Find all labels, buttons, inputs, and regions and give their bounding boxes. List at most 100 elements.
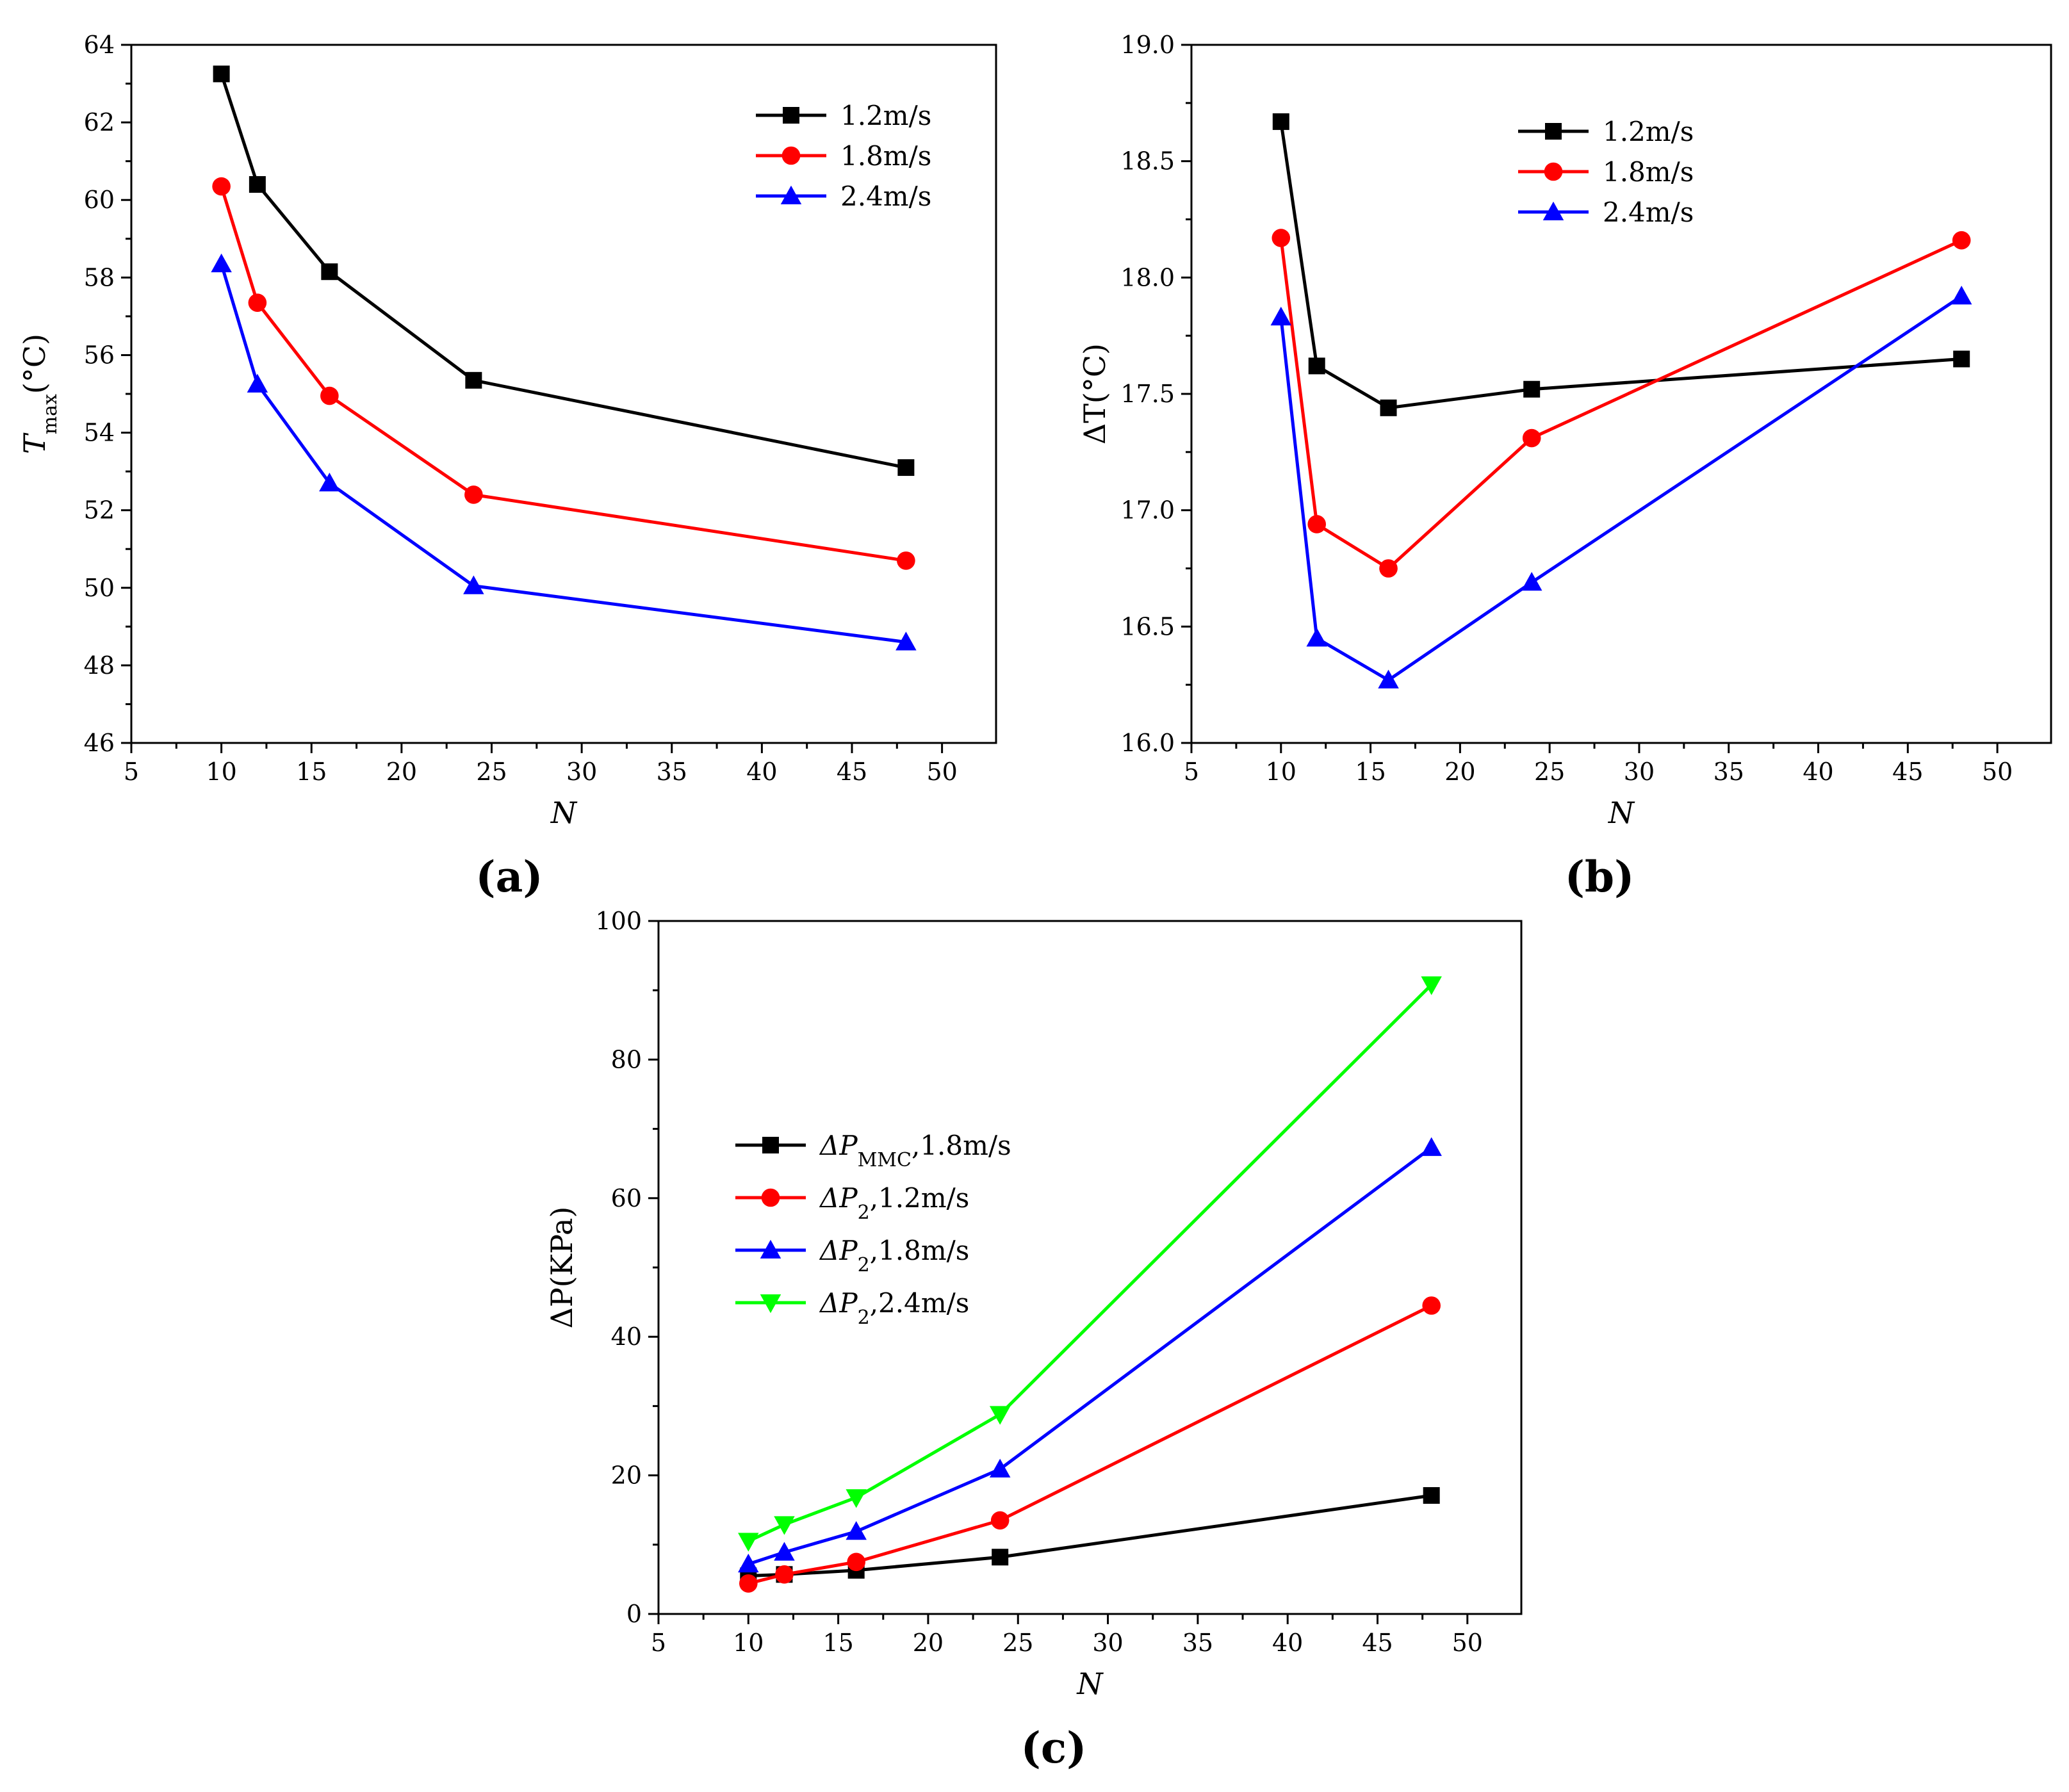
- legend-marker: [1542, 201, 1564, 220]
- data-point: [320, 386, 339, 405]
- y-tick-label: 62: [84, 108, 115, 136]
- legend-label-sub: 2: [858, 1307, 870, 1329]
- panel-label: (c): [1021, 1723, 1087, 1773]
- y-tick-label: 19.0: [1120, 31, 1175, 59]
- data-point: [1421, 976, 1442, 995]
- x-tick-label: 50: [926, 758, 957, 786]
- y-tick-label: 18.5: [1120, 147, 1175, 175]
- x-tick-label: 20: [1444, 758, 1475, 786]
- data-point: [1523, 380, 1541, 398]
- x-tick-label: 35: [1182, 1629, 1213, 1657]
- panel-a-chart: 5 10 15 20 25 30 35 40 45 50 46 48 50 52 54 56 58 60 62 64 N…: [17, 31, 997, 902]
- x-tick-label: 15: [1355, 758, 1386, 786]
- y-tick-label: 16.5: [1120, 612, 1175, 640]
- data-point: [738, 1553, 759, 1573]
- y-axis-label: Tmax(°C): [17, 334, 61, 454]
- y-tick-label: 17.5: [1120, 380, 1175, 408]
- data-point: [1307, 515, 1327, 534]
- data-point: [464, 485, 483, 504]
- data-point: [1950, 286, 1972, 305]
- data-point: [1306, 628, 1327, 647]
- data-point: [213, 65, 230, 83]
- y-tick-label: 58: [84, 263, 115, 291]
- legend-label-rest: ,1.8m/s: [870, 1235, 970, 1266]
- y-tick-label: 0: [626, 1600, 642, 1628]
- y-tick-label: 56: [84, 341, 115, 369]
- data-point: [897, 551, 915, 570]
- y-axis-label: ΔT(°C): [1077, 343, 1112, 444]
- panel-label: (a): [475, 852, 543, 902]
- x-axis-label: N: [550, 795, 578, 830]
- y-tick-label: 48: [84, 651, 115, 680]
- legend-marker: [1544, 162, 1563, 181]
- data-point: [992, 1549, 1009, 1566]
- legend-label: 2.4m/s: [1603, 197, 1694, 228]
- data-point: [738, 1533, 759, 1552]
- x-tick-label: 30: [566, 758, 597, 786]
- x-tick-label: 5: [1184, 758, 1199, 786]
- series-line-2: [220, 186, 906, 562]
- data-point: [847, 1552, 865, 1572]
- legend-marker: [781, 146, 801, 165]
- legend-label: 1.2m/s: [1603, 116, 1694, 147]
- data-point: [897, 459, 915, 477]
- legend-label: ΔP2,1.8m/s: [819, 1235, 969, 1276]
- legend-marker: [780, 185, 802, 204]
- data-point: [846, 1489, 867, 1508]
- data-point: [774, 1516, 795, 1535]
- panel-b-chart: 5 10 15 20 25 30 35 40 45 50 16.0 16.5 17.0 17.5 18.0 1…: [1077, 31, 2052, 902]
- legend-marker: [762, 1137, 779, 1153]
- data-point: [846, 1520, 867, 1540]
- panel-label: (b): [1565, 852, 1635, 902]
- data-point: [1953, 350, 1970, 368]
- data-point: [1422, 1296, 1441, 1315]
- x-tick-label: 10: [206, 758, 236, 786]
- data-point: [1270, 306, 1292, 326]
- y-tick-label: 54: [84, 419, 115, 447]
- x-tick-label: 10: [1266, 758, 1296, 786]
- data-point: [247, 373, 268, 393]
- x-axis-label: N: [1076, 1666, 1104, 1701]
- legend-label-sub: 2: [858, 1201, 870, 1224]
- y-tick-label: 80: [611, 1045, 642, 1073]
- data-point: [990, 1511, 1010, 1530]
- y-tick-label: 100: [595, 907, 642, 935]
- y-tick-label: 52: [84, 496, 115, 525]
- x-tick-label: 5: [124, 758, 139, 786]
- data-point: [1272, 113, 1289, 130]
- y-tick-label: 40: [611, 1323, 642, 1351]
- data-point: [249, 176, 266, 193]
- data-point: [775, 1565, 794, 1584]
- legend-label-main: ΔP: [819, 1130, 858, 1161]
- legend-label: ΔPMMC,1.8m/s: [819, 1130, 1011, 1171]
- x-tick-label: 30: [1092, 1629, 1123, 1657]
- legend-marker: [760, 1294, 781, 1314]
- x-tick-label: 45: [1362, 1629, 1393, 1657]
- data-point: [989, 1458, 1011, 1478]
- x-tick-label: 40: [1803, 758, 1833, 786]
- data-point: [774, 1542, 795, 1561]
- data-point: [321, 263, 338, 281]
- legend-label: 1.8m/s: [1603, 156, 1694, 188]
- x-tick-label: 10: [733, 1629, 764, 1657]
- x-tick-label: 45: [1892, 758, 1923, 786]
- legend-label-main: ΔP: [819, 1287, 858, 1319]
- x-tick-label: 20: [386, 758, 417, 786]
- legend-label-rest: ,1.2m/s: [870, 1182, 970, 1214]
- x-tick-label: 15: [822, 1629, 853, 1657]
- y-tick-label: 20: [611, 1462, 642, 1490]
- legend-label: 1.2m/s: [840, 100, 931, 131]
- y-axis-label-main: T: [17, 432, 52, 454]
- legend-label: 2.4m/s: [840, 181, 931, 212]
- x-axis-label: N: [1608, 795, 1635, 830]
- data-point: [895, 631, 917, 651]
- y-axis-label-sub: max: [39, 394, 61, 434]
- legend-label-rest: ,1.8m/s: [912, 1130, 1011, 1161]
- y-axis-label: ΔP(KPa): [544, 1207, 579, 1329]
- data-point: [1379, 559, 1398, 578]
- legend-label: ΔP2,1.2m/s: [819, 1182, 969, 1224]
- data-point: [465, 371, 482, 389]
- x-tick-label: 35: [657, 758, 687, 786]
- y-axis-label-unit: (°C): [17, 334, 52, 394]
- legend-label-rest: ,2.4m/s: [870, 1287, 970, 1319]
